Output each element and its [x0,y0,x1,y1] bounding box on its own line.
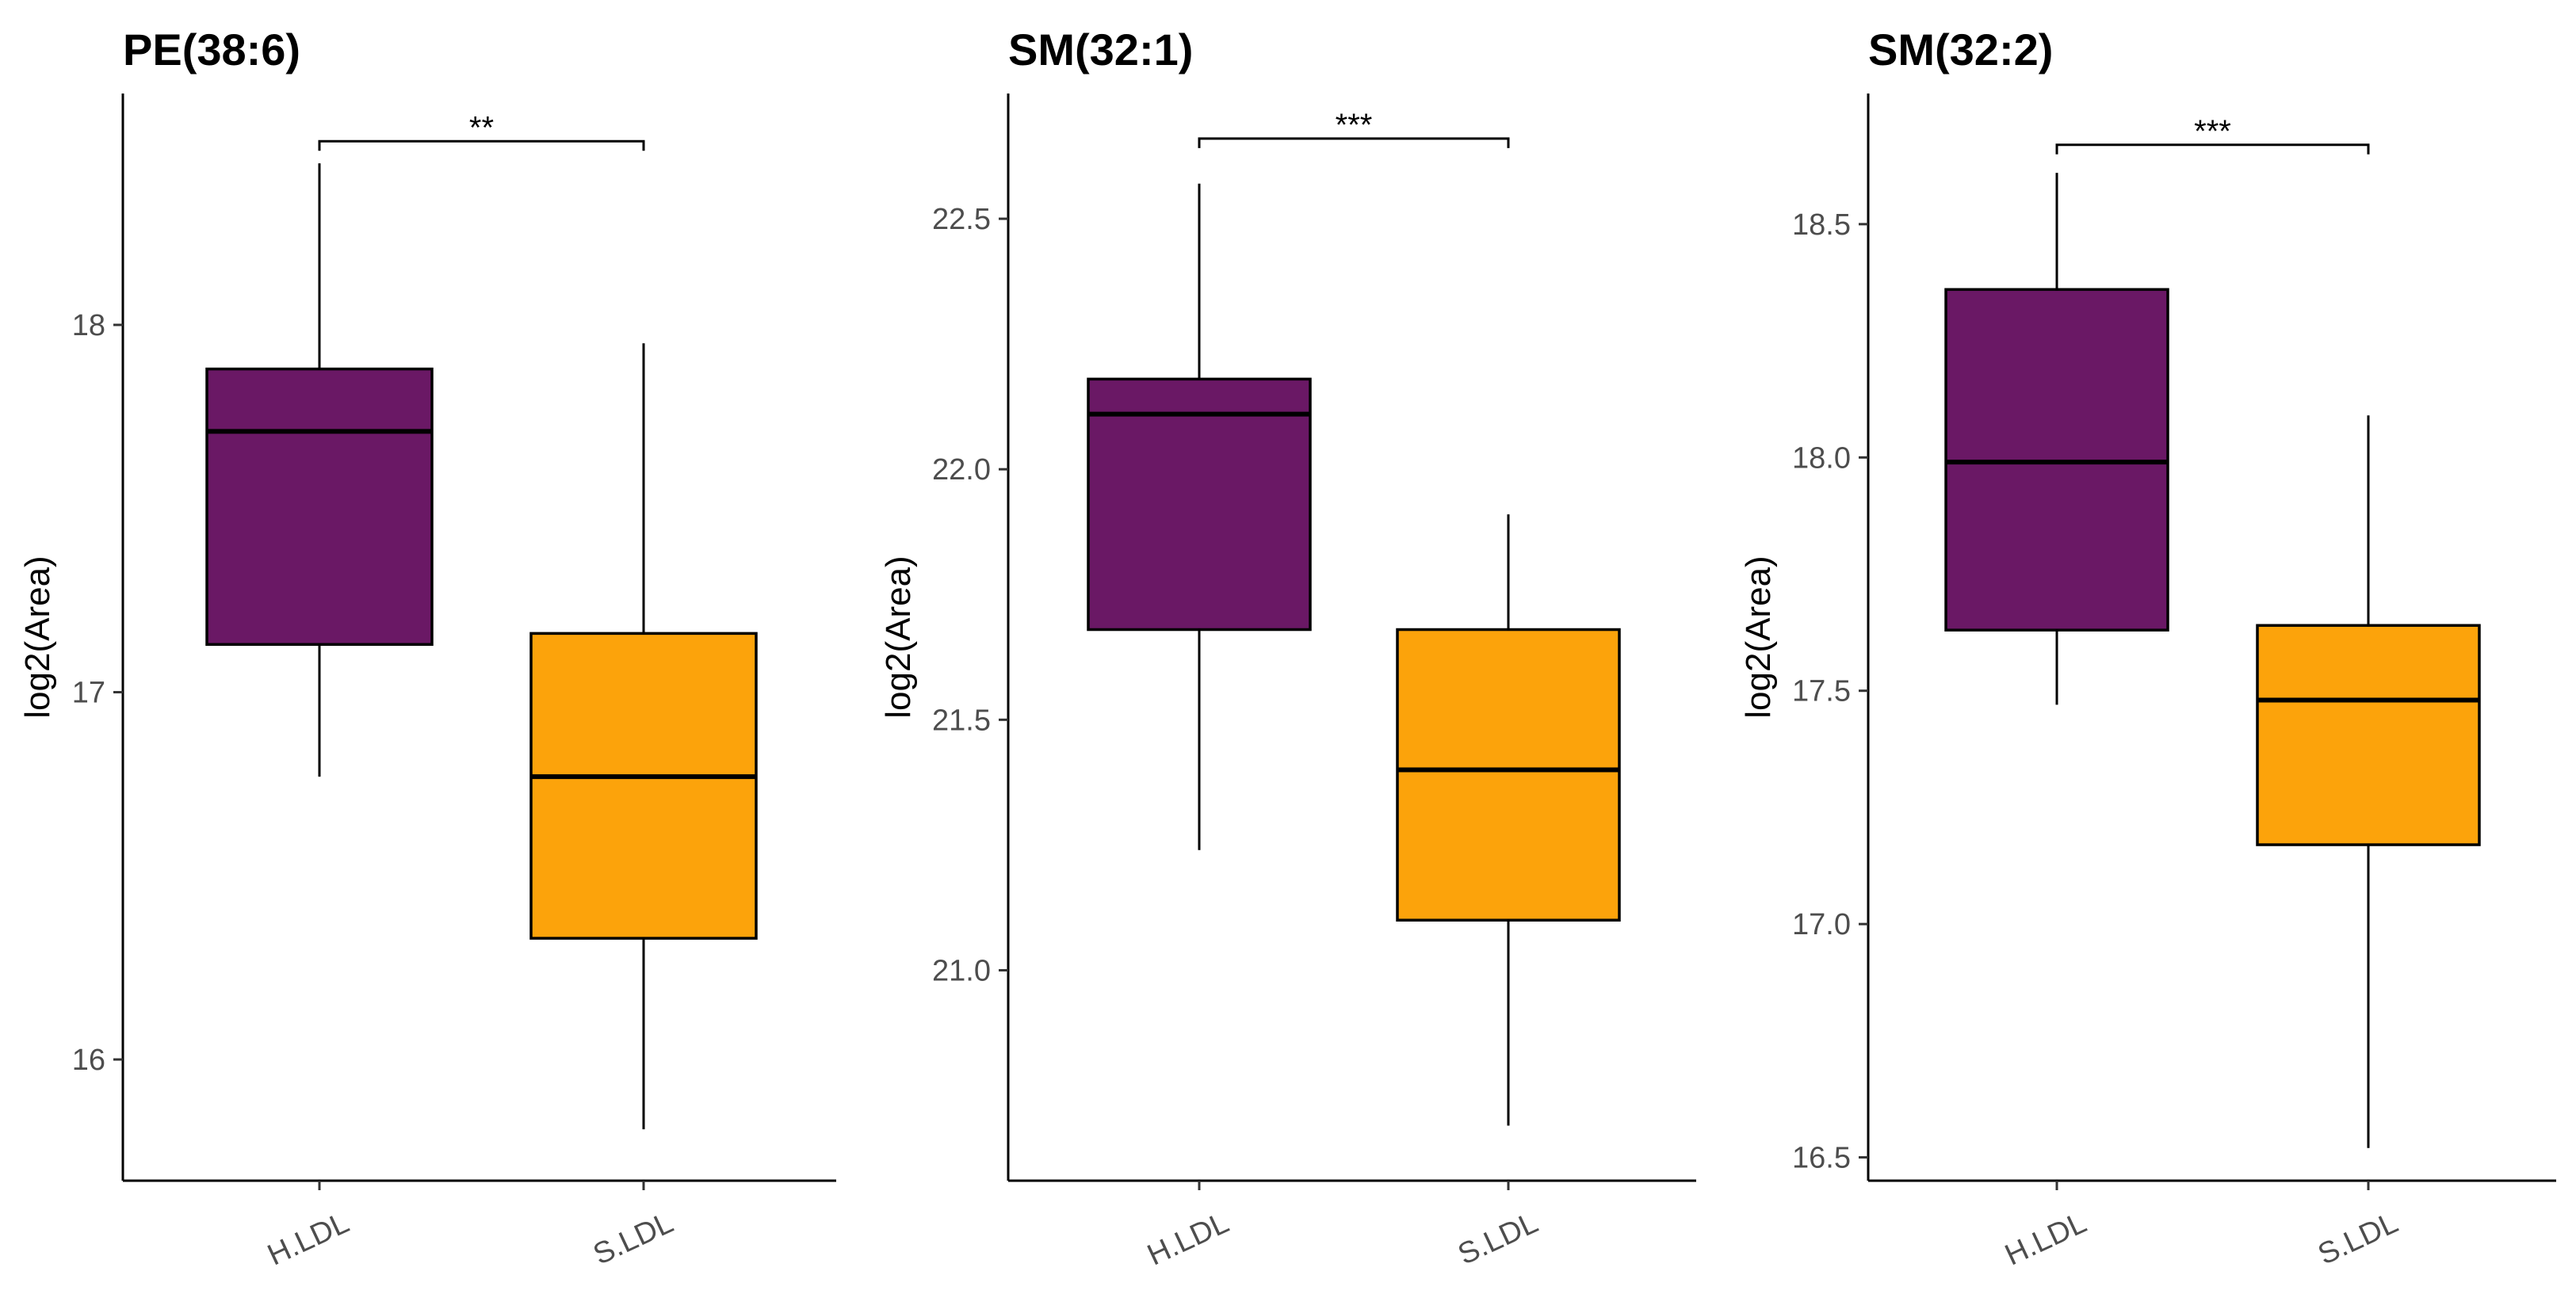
boxplot-panel-2: SM(32:1) 21.0 21.5 22.0 22.5 log2(Area) H.LDL S… [879,25,1696,1273]
y-tick-label: 17.0 [1792,908,1851,941]
box-h-ldl [1944,173,2169,705]
y-tick-label: 21.5 [932,704,991,737]
x-tick-label: H.LDL [1142,1206,1233,1273]
box-iqr [205,367,434,647]
significance-bracket [2055,143,2370,155]
y-tick-label: 16.5 [1792,1142,1851,1175]
y-tick-label: 22.5 [932,203,991,236]
box-h-ldl [205,163,434,777]
y-tick-label: 18.0 [1792,441,1851,475]
box-iqr [1087,377,1312,632]
significance-label: ** [469,110,494,145]
x-tick-label: S.LDL [588,1206,678,1272]
x-tick-label: H.LDL [2000,1206,2091,1273]
panel-title: PE(38:6) [123,25,300,74]
panel-title: SM(32:2) [1868,25,2053,74]
boxplot-panel-3: SM(32:2) 16.5 17.0 17.5 18.0 18.5 log2(Area) H.… [1739,25,2556,1273]
box-s-ldl [2256,415,2481,1148]
y-tick-label: 17 [72,677,105,710]
significance-bracket [318,139,645,151]
x-tick-label: S.LDL [2313,1206,2402,1272]
y-axis-title: log2(Area) [1739,555,1778,718]
box-s-ldl [529,343,758,1130]
box-iqr [2256,624,2481,846]
x-tick-label: S.LDL [1453,1206,1542,1272]
boxplot-panel-1: PE(38:6) 16 17 18 log2(Area) H.LDL S.LDL ** [18,25,836,1273]
y-tick-label: 21.0 [932,954,991,987]
y-axis-title: log2(Area) [879,555,918,718]
box-iqr [529,632,758,940]
panel-title: SM(32:1) [1008,25,1193,74]
y-tick-label: 22.0 [932,453,991,487]
box-iqr [1396,628,1621,922]
significance-label: *** [2194,114,2231,149]
box-h-ldl [1087,183,1312,850]
y-tick-label: 18.5 [1792,208,1851,242]
significance-label: *** [1336,108,1373,143]
y-tick-label: 17.5 [1792,675,1851,708]
x-tick-label: H.LDL [262,1206,354,1273]
significance-bracket [1198,137,1510,148]
y-tick-label: 18 [72,309,105,342]
y-tick-label: 16 [72,1044,105,1077]
y-axis-title: log2(Area) [18,555,57,718]
box-s-ldl [1396,514,1621,1126]
